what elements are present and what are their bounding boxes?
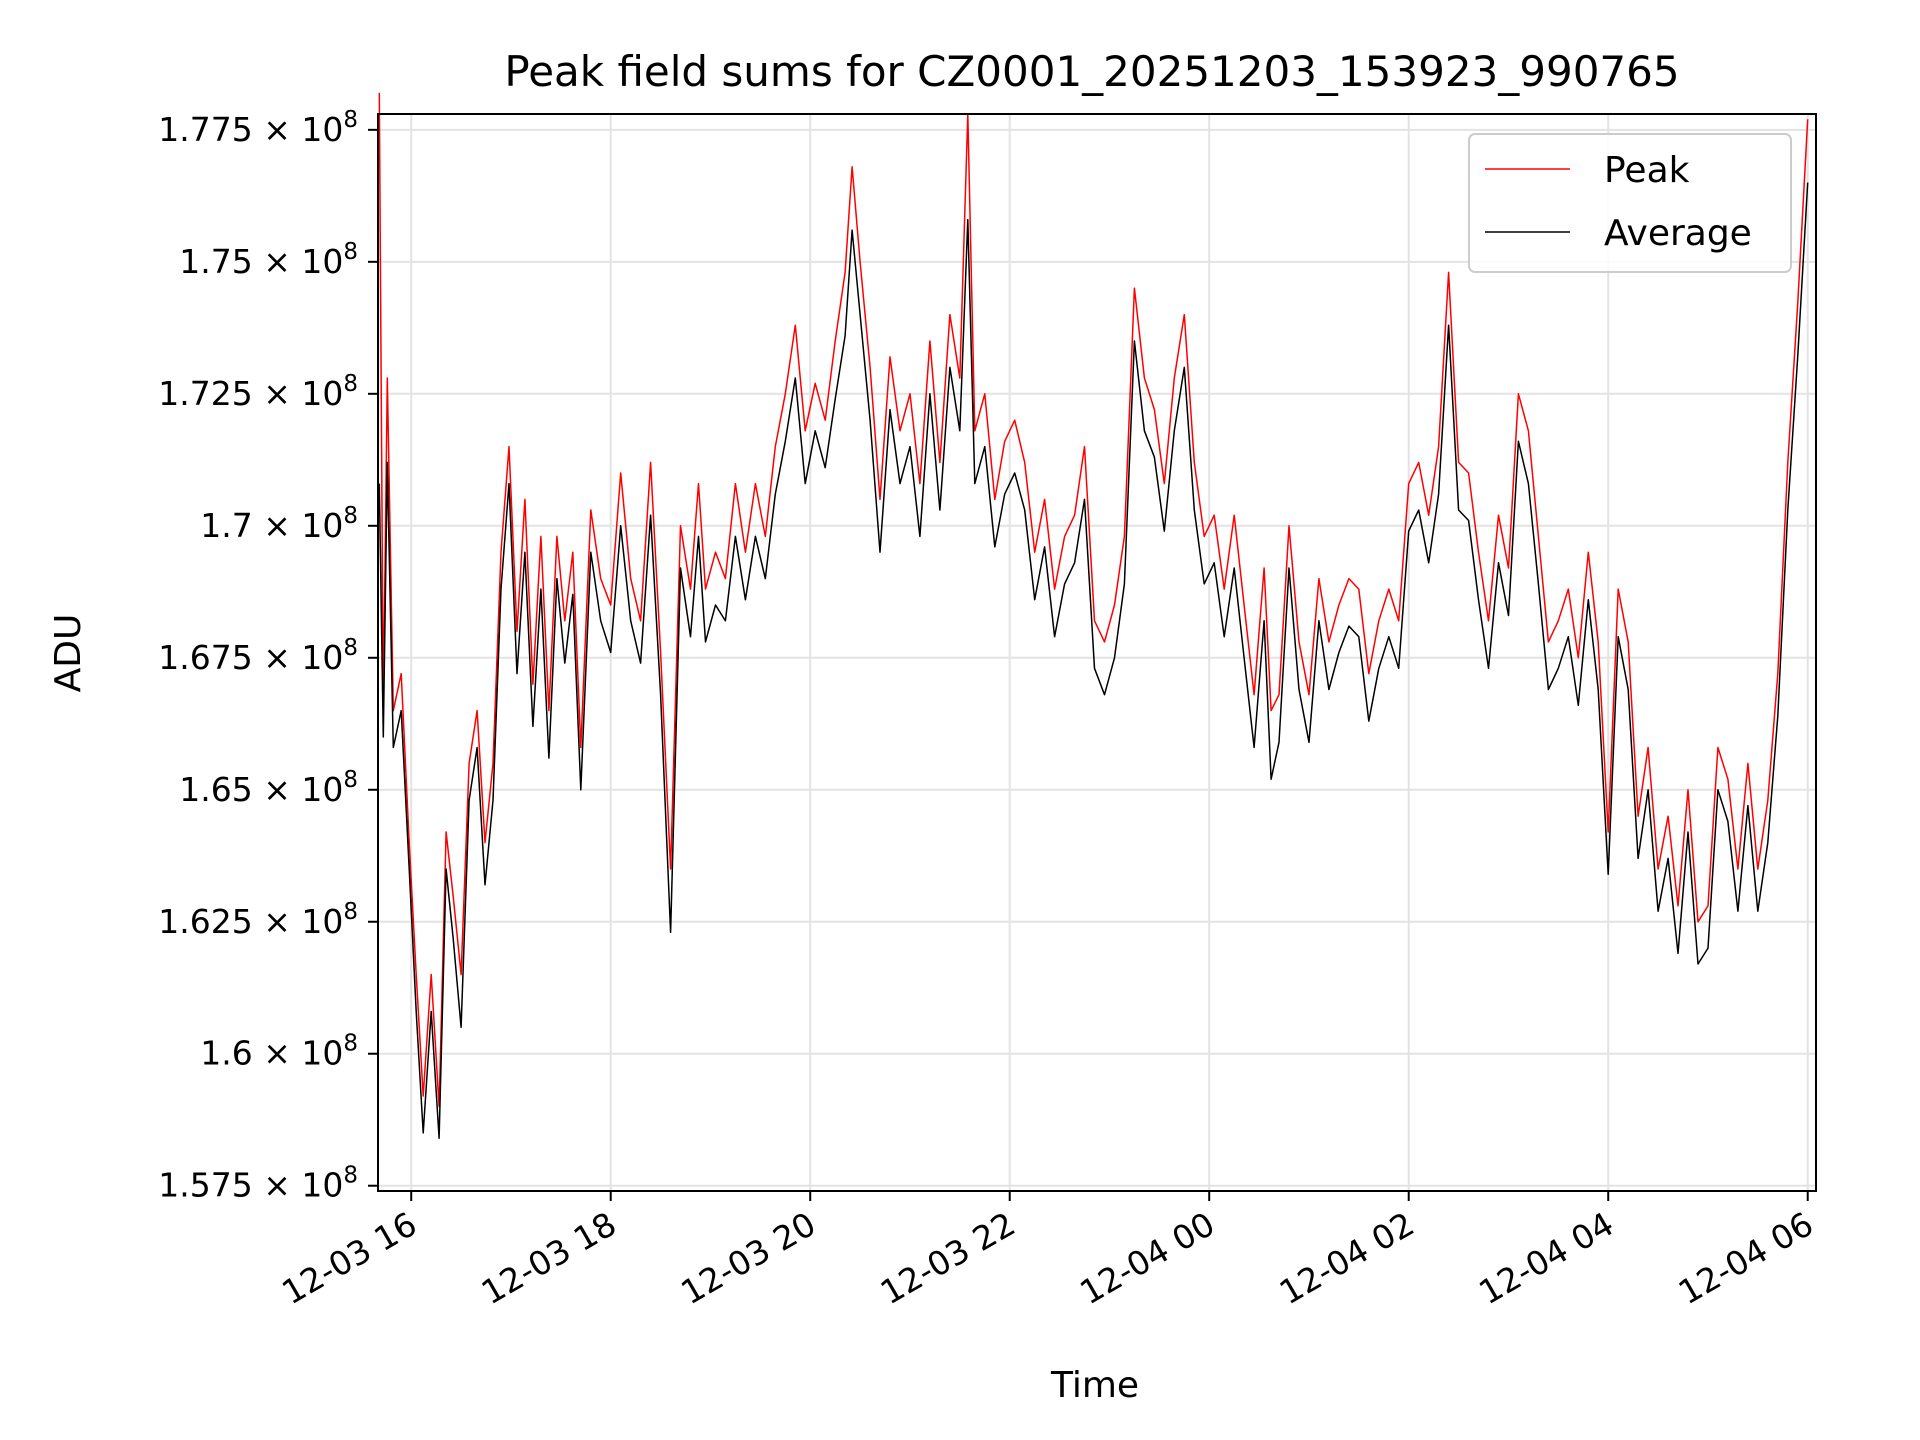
y-axis-label: ADU xyxy=(48,614,89,693)
y-tick-label: 1.75 × 108 xyxy=(179,239,358,281)
y-tick-label: 1.65 × 108 xyxy=(179,767,358,809)
y-tick-label: 1.7 × 108 xyxy=(200,503,358,545)
legend: Peak Average xyxy=(1468,133,1792,273)
y-tick-label: 1.725 × 108 xyxy=(158,371,358,413)
series-line-average xyxy=(378,182,1809,1139)
legend-peak-label: Peak xyxy=(1604,150,1690,191)
series-line-peak xyxy=(378,92,1809,1108)
y-tick-label: 1.675 × 108 xyxy=(158,635,358,677)
y-tick-label: 1.575 × 108 xyxy=(158,1163,358,1205)
y-tick-label: 1.625 × 108 xyxy=(158,899,358,941)
plot-frame xyxy=(377,113,1817,1192)
y-tick-label: 1.6 × 108 xyxy=(200,1031,358,1073)
legend-average-label: Average xyxy=(1604,213,1752,254)
series-layer xyxy=(378,92,1809,1139)
y-tick-label: 1.775 × 108 xyxy=(158,107,358,149)
x-axis-label: Time xyxy=(1050,1365,1139,1406)
chart-title: Peak field sums for CZ0001_20251203_1539… xyxy=(504,47,1679,96)
y-axis: 1.575 × 108 1.6 × 108 1.625 × 108 1.65 × 10… xyxy=(158,107,378,1205)
